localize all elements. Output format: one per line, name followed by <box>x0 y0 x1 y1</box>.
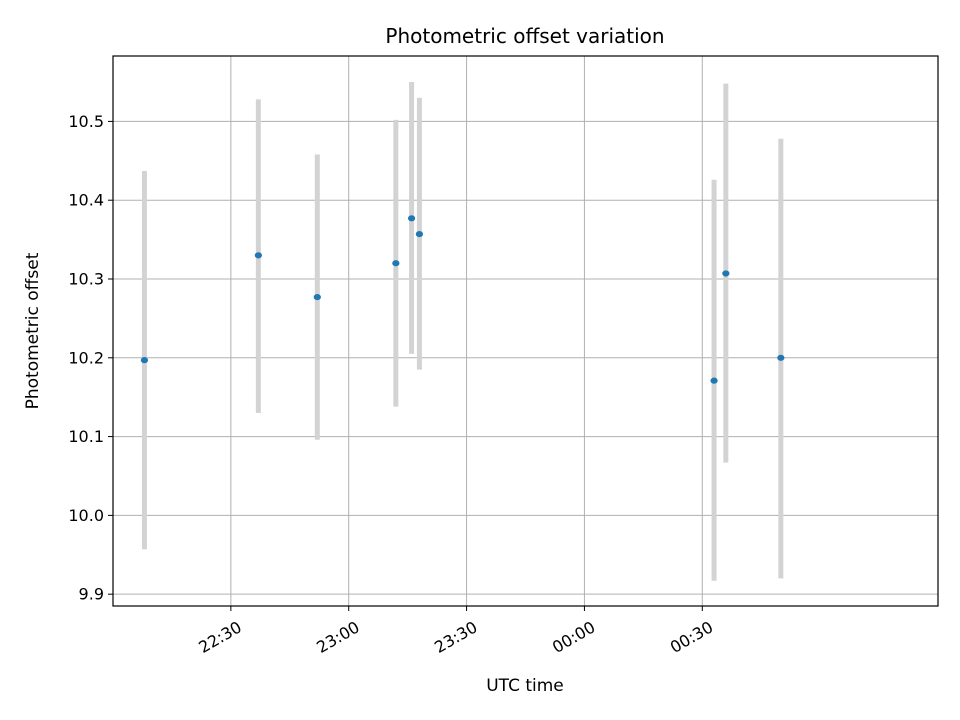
grid <box>113 56 938 606</box>
data-point <box>392 260 400 267</box>
x-axis-title: UTC time <box>486 676 564 696</box>
data-point <box>254 252 262 259</box>
data-point <box>407 215 416 222</box>
y-tick-label: 10.3 <box>68 269 104 288</box>
y-tick-label: 10.2 <box>68 348 104 367</box>
y-tick-label: 10.4 <box>68 191 104 210</box>
data-point <box>722 270 730 277</box>
plot-area-frame <box>112 55 939 607</box>
y-tick-label: 10.0 <box>68 506 104 525</box>
y-tick-label: 10.5 <box>68 112 104 131</box>
y-axis-title: Photometric offset <box>23 252 43 409</box>
data-point <box>140 357 149 364</box>
data-point <box>313 294 321 301</box>
chart-title: Photometric offset variation <box>385 24 664 48</box>
y-tick-label: 10.1 <box>68 427 104 446</box>
y-tick-label: 9.9 <box>79 585 104 604</box>
data-point <box>710 377 718 384</box>
data-points <box>140 215 785 384</box>
data-point <box>415 230 424 238</box>
data-point <box>777 354 785 361</box>
